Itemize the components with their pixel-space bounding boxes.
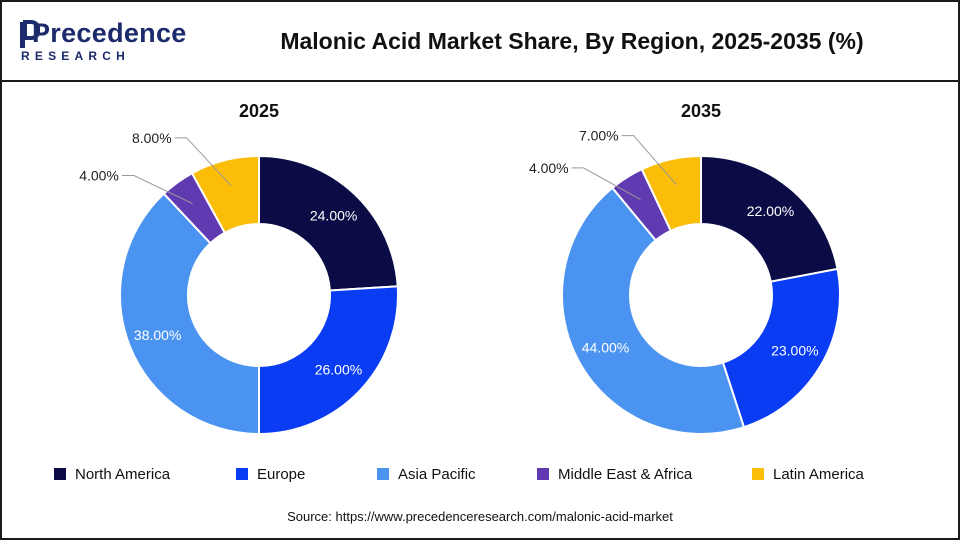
legend-swatch-middle-east-africa [537,468,549,480]
legend-item-middle-east-africa: Middle East & Africa [537,462,692,486]
data-label-2035-middle-east-africa: 4.00% [529,160,569,176]
slice-2025-asia-pacific [119,192,260,436]
legend-item-asia-pacific: Asia Pacific [377,462,476,486]
data-label-2025-north-america: 24.00% [310,208,357,224]
source-note: Source: https://www.precedenceresearch.c… [287,509,673,524]
chart-title-2035: 2035 [681,101,721,121]
logo-subtext: RESEARCH [21,49,130,63]
legend-label: Europe [257,465,306,483]
slice-2025-europe [258,285,399,436]
leader-line-2035-middle-east-africa [571,167,641,201]
slice-2025-latin-america [190,154,260,235]
data-label-2025-europe: 26.00% [315,362,362,378]
slice-2035-north-america [700,154,839,283]
legend-label: North America [75,465,171,483]
logo-text: Precedence [32,18,187,48]
legend-swatch-europe [236,468,248,480]
legend-label: Middle East & Africa [558,465,693,483]
data-label-2025-middle-east-africa: 4.00% [79,168,119,184]
legend-swatch-latin-america [752,468,764,480]
legend-swatch-north-america [54,468,66,480]
slice-2035-asia-pacific [561,186,746,435]
data-label-2025-latin-america: 8.00% [132,130,172,146]
leader-line-2035-latin-america [621,135,677,186]
legend-swatch-asia-pacific [377,468,389,480]
data-label-2035-asia-pacific: 44.00% [582,340,629,356]
legend-item-europe: Europe [236,462,305,486]
data-label-2035-europe: 23.00% [771,342,818,358]
chart-title-2025: 2025 [239,101,279,121]
legend-item-latin-america: Latin America [752,462,864,486]
brand-logo: Precedence RESEARCH [18,18,186,64]
logo-mark-icon [20,20,40,48]
leader-line-2025-latin-america [174,137,232,186]
data-label-2035-north-america: 22.00% [747,203,794,219]
data-label-2025-asia-pacific: 38.00% [134,327,181,343]
legend-item-north-america: North America [54,462,170,486]
slice-2025-north-america [258,154,399,292]
legend-label: Asia Pacific [398,465,476,483]
legend: North America Europe Asia Pacific Middle… [0,462,960,486]
slice-2035-europe [721,267,841,429]
leader-line-2025-middle-east-africa [121,175,193,205]
header: Precedence RESEARCH Malonic Acid Market … [2,2,958,82]
data-label-2035-latin-america: 7.00% [579,128,619,144]
page-title: Malonic Acid Market Share, By Region, 20… [280,28,864,54]
slice-2035-latin-america [640,154,702,233]
legend-label: Latin America [773,465,864,483]
